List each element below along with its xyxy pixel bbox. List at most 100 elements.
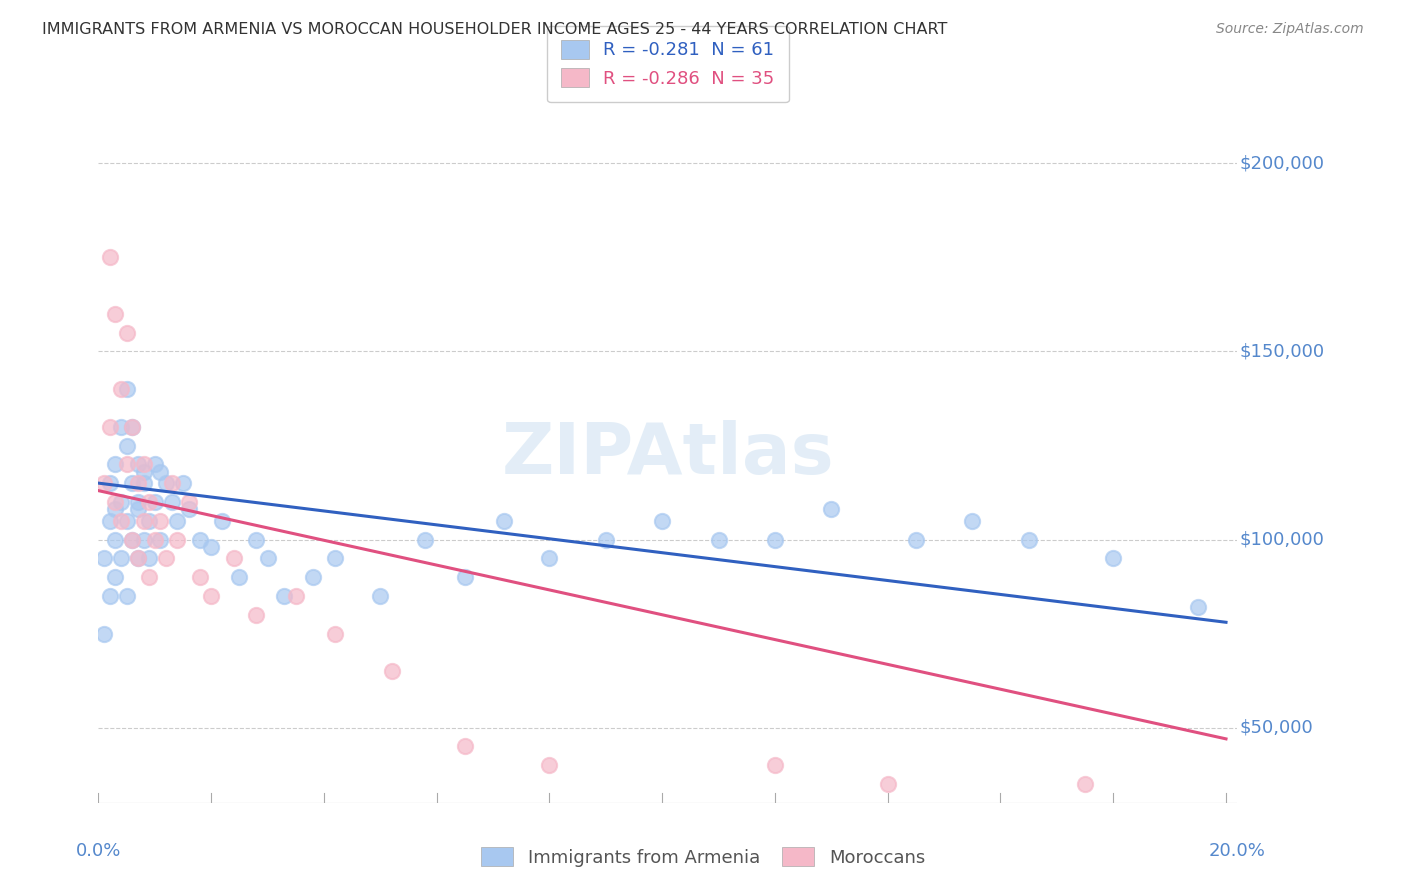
Text: $50,000: $50,000 — [1240, 719, 1313, 737]
Point — [323, 551, 346, 566]
Legend: R = -0.281  N = 61, R = -0.286  N = 35: R = -0.281 N = 61, R = -0.286 N = 35 — [547, 26, 789, 103]
Text: 0.0%: 0.0% — [76, 842, 121, 860]
Point — [127, 551, 149, 566]
Point — [494, 514, 516, 528]
Point — [1074, 777, 1097, 791]
Point — [166, 514, 188, 528]
Text: ZIPAtlas: ZIPAtlas — [502, 420, 834, 490]
Point — [138, 514, 160, 528]
Point — [763, 758, 786, 772]
Point — [121, 476, 143, 491]
Point — [538, 551, 561, 566]
Point — [132, 533, 155, 547]
Point — [454, 570, 477, 584]
Point — [138, 551, 160, 566]
Point — [1187, 600, 1209, 615]
Point — [284, 589, 307, 603]
Point — [115, 458, 138, 472]
Point — [127, 476, 149, 491]
Point — [228, 570, 250, 584]
Text: $100,000: $100,000 — [1240, 531, 1324, 549]
Point — [454, 739, 477, 754]
Point — [273, 589, 295, 603]
Point — [132, 458, 155, 472]
Point — [149, 514, 172, 528]
Point — [98, 251, 121, 265]
Point — [155, 551, 177, 566]
Point — [707, 533, 730, 547]
Point — [211, 514, 233, 528]
Point — [172, 476, 194, 491]
Point — [110, 514, 132, 528]
Point — [1018, 533, 1040, 547]
Text: $200,000: $200,000 — [1240, 154, 1324, 172]
Point — [538, 758, 561, 772]
Point — [110, 551, 132, 566]
Point — [160, 476, 183, 491]
Point — [104, 502, 127, 516]
Point — [160, 495, 183, 509]
Point — [143, 458, 166, 472]
Point — [104, 495, 127, 509]
Point — [245, 607, 267, 622]
Point — [132, 476, 155, 491]
Point — [415, 533, 437, 547]
Point — [115, 382, 138, 396]
Point — [763, 533, 786, 547]
Text: $150,000: $150,000 — [1240, 343, 1324, 360]
Legend: Immigrants from Armenia, Moroccans: Immigrants from Armenia, Moroccans — [472, 838, 934, 876]
Point — [1102, 551, 1125, 566]
Point — [115, 589, 138, 603]
Point — [98, 419, 121, 434]
Point — [301, 570, 323, 584]
Point — [115, 514, 138, 528]
Point — [110, 382, 132, 396]
Point — [121, 419, 143, 434]
Point — [127, 458, 149, 472]
Point — [121, 533, 143, 547]
Point — [166, 533, 188, 547]
Point — [904, 533, 927, 547]
Point — [962, 514, 984, 528]
Point — [876, 777, 898, 791]
Point — [323, 626, 346, 640]
Point — [155, 476, 177, 491]
Point — [115, 326, 138, 340]
Point — [110, 419, 132, 434]
Point — [143, 495, 166, 509]
Point — [121, 419, 143, 434]
Point — [104, 458, 127, 472]
Text: Source: ZipAtlas.com: Source: ZipAtlas.com — [1216, 22, 1364, 37]
Point — [98, 476, 121, 491]
Point — [121, 533, 143, 547]
Point — [110, 495, 132, 509]
Point — [149, 465, 172, 479]
Point — [245, 533, 267, 547]
Point — [143, 533, 166, 547]
Point — [132, 514, 155, 528]
Point — [188, 570, 211, 584]
Point — [104, 307, 127, 321]
Point — [651, 514, 673, 528]
Point — [177, 502, 200, 516]
Text: 20.0%: 20.0% — [1209, 842, 1265, 860]
Point — [200, 540, 222, 554]
Point — [256, 551, 278, 566]
Point — [200, 589, 222, 603]
Point — [104, 570, 127, 584]
Point — [127, 502, 149, 516]
Point — [820, 502, 842, 516]
Point — [98, 514, 121, 528]
Point — [188, 533, 211, 547]
Point — [93, 476, 115, 491]
Point — [132, 465, 155, 479]
Point — [127, 551, 149, 566]
Point — [93, 626, 115, 640]
Point — [595, 533, 617, 547]
Point — [381, 664, 404, 678]
Point — [368, 589, 391, 603]
Point — [115, 438, 138, 452]
Point — [177, 495, 200, 509]
Point — [138, 495, 160, 509]
Point — [127, 495, 149, 509]
